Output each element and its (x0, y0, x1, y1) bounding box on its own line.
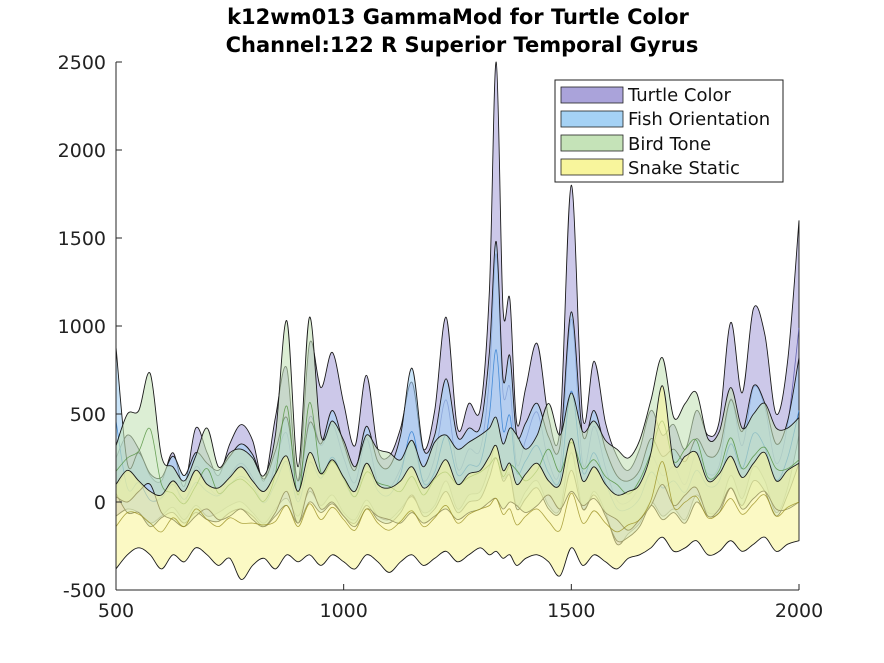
legend-swatch-turtle-color (560, 86, 624, 104)
series-layer (115, 61, 800, 580)
legend-swatch-snake-static (560, 158, 624, 176)
y-tick-label: 1500 (58, 228, 106, 250)
y-tick-label: -500 (63, 580, 106, 602)
legend-label-bird-tone: Bird Tone (628, 134, 711, 155)
y-tick-label: 2500 (58, 52, 106, 74)
legend-label-fish-orientation: Fish Orientation (628, 109, 770, 130)
legend-label-turtle-color: Turtle Color (627, 85, 732, 106)
legend-swatch-fish-orientation (560, 110, 624, 128)
legend: Turtle Color Fish Orientation Bird Tone … (554, 79, 784, 183)
y-tick-label: 0 (94, 492, 106, 514)
legend-swatch-bird-tone (560, 134, 624, 152)
y-tick-label: 1000 (58, 316, 106, 338)
x-tick-label: 500 (98, 600, 134, 622)
x-tick-label: 1000 (319, 600, 367, 622)
chart-title-line-1: k12wm013 GammaMod for Turtle Color (227, 5, 689, 29)
y-tick-label: 500 (70, 404, 106, 426)
y-tick-label: 2000 (58, 140, 106, 162)
axes: -500 0 500 1000 1500 2000 2500 500 1000 1500 2000 (58, 52, 824, 622)
chart-title-line-2: Channel:122 R Superior Temporal Gyrus (226, 33, 699, 57)
x-tick-label: 1500 (547, 600, 595, 622)
legend-label-snake-static: Snake Static (628, 158, 740, 179)
x-tick-label: 2000 (775, 600, 823, 622)
series-mean-line-snake-static (115, 461, 800, 533)
series-band-snake-static (115, 385, 800, 580)
